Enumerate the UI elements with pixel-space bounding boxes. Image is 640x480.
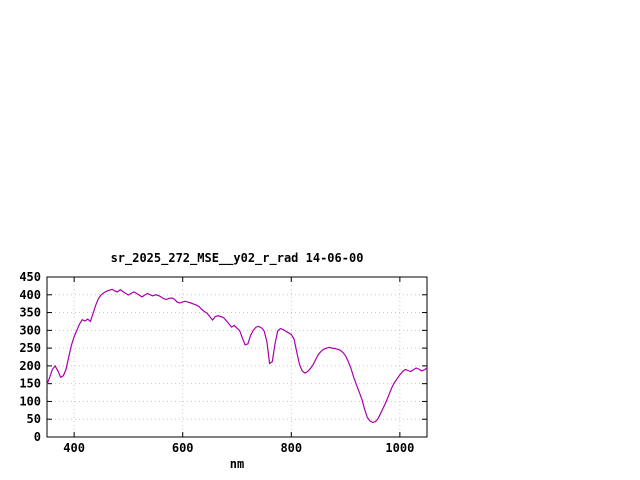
y-tick-label: 0 (34, 430, 41, 444)
chart-title: sr_2025_272_MSE__y02_r_rad 14-06-00 (111, 251, 364, 266)
x-axis-label: nm (230, 457, 244, 471)
plot-area: 0 50 100 150 200 250 300 350 400 450 400 600 800 1000 (19, 270, 428, 455)
y-tick-label: 50 (27, 412, 41, 426)
y-tick-label: 200 (19, 359, 41, 373)
spectrum-curve (46, 288, 428, 424)
x-tick-label: 800 (280, 441, 302, 455)
y-tick-label: 150 (19, 377, 41, 391)
y-tick-label: 300 (19, 323, 41, 337)
y-tick-label: 350 (19, 306, 41, 320)
x-tick-label: 1000 (385, 441, 414, 455)
y-tick-label: 400 (19, 288, 41, 302)
x-tick-label: 600 (172, 441, 194, 455)
x-tick-label: 400 (63, 441, 85, 455)
y-tick-label: 250 (19, 341, 41, 355)
plot-border (46, 276, 428, 438)
y-tick-label: 100 (19, 394, 41, 408)
y-tick-label: 450 (19, 270, 41, 284)
